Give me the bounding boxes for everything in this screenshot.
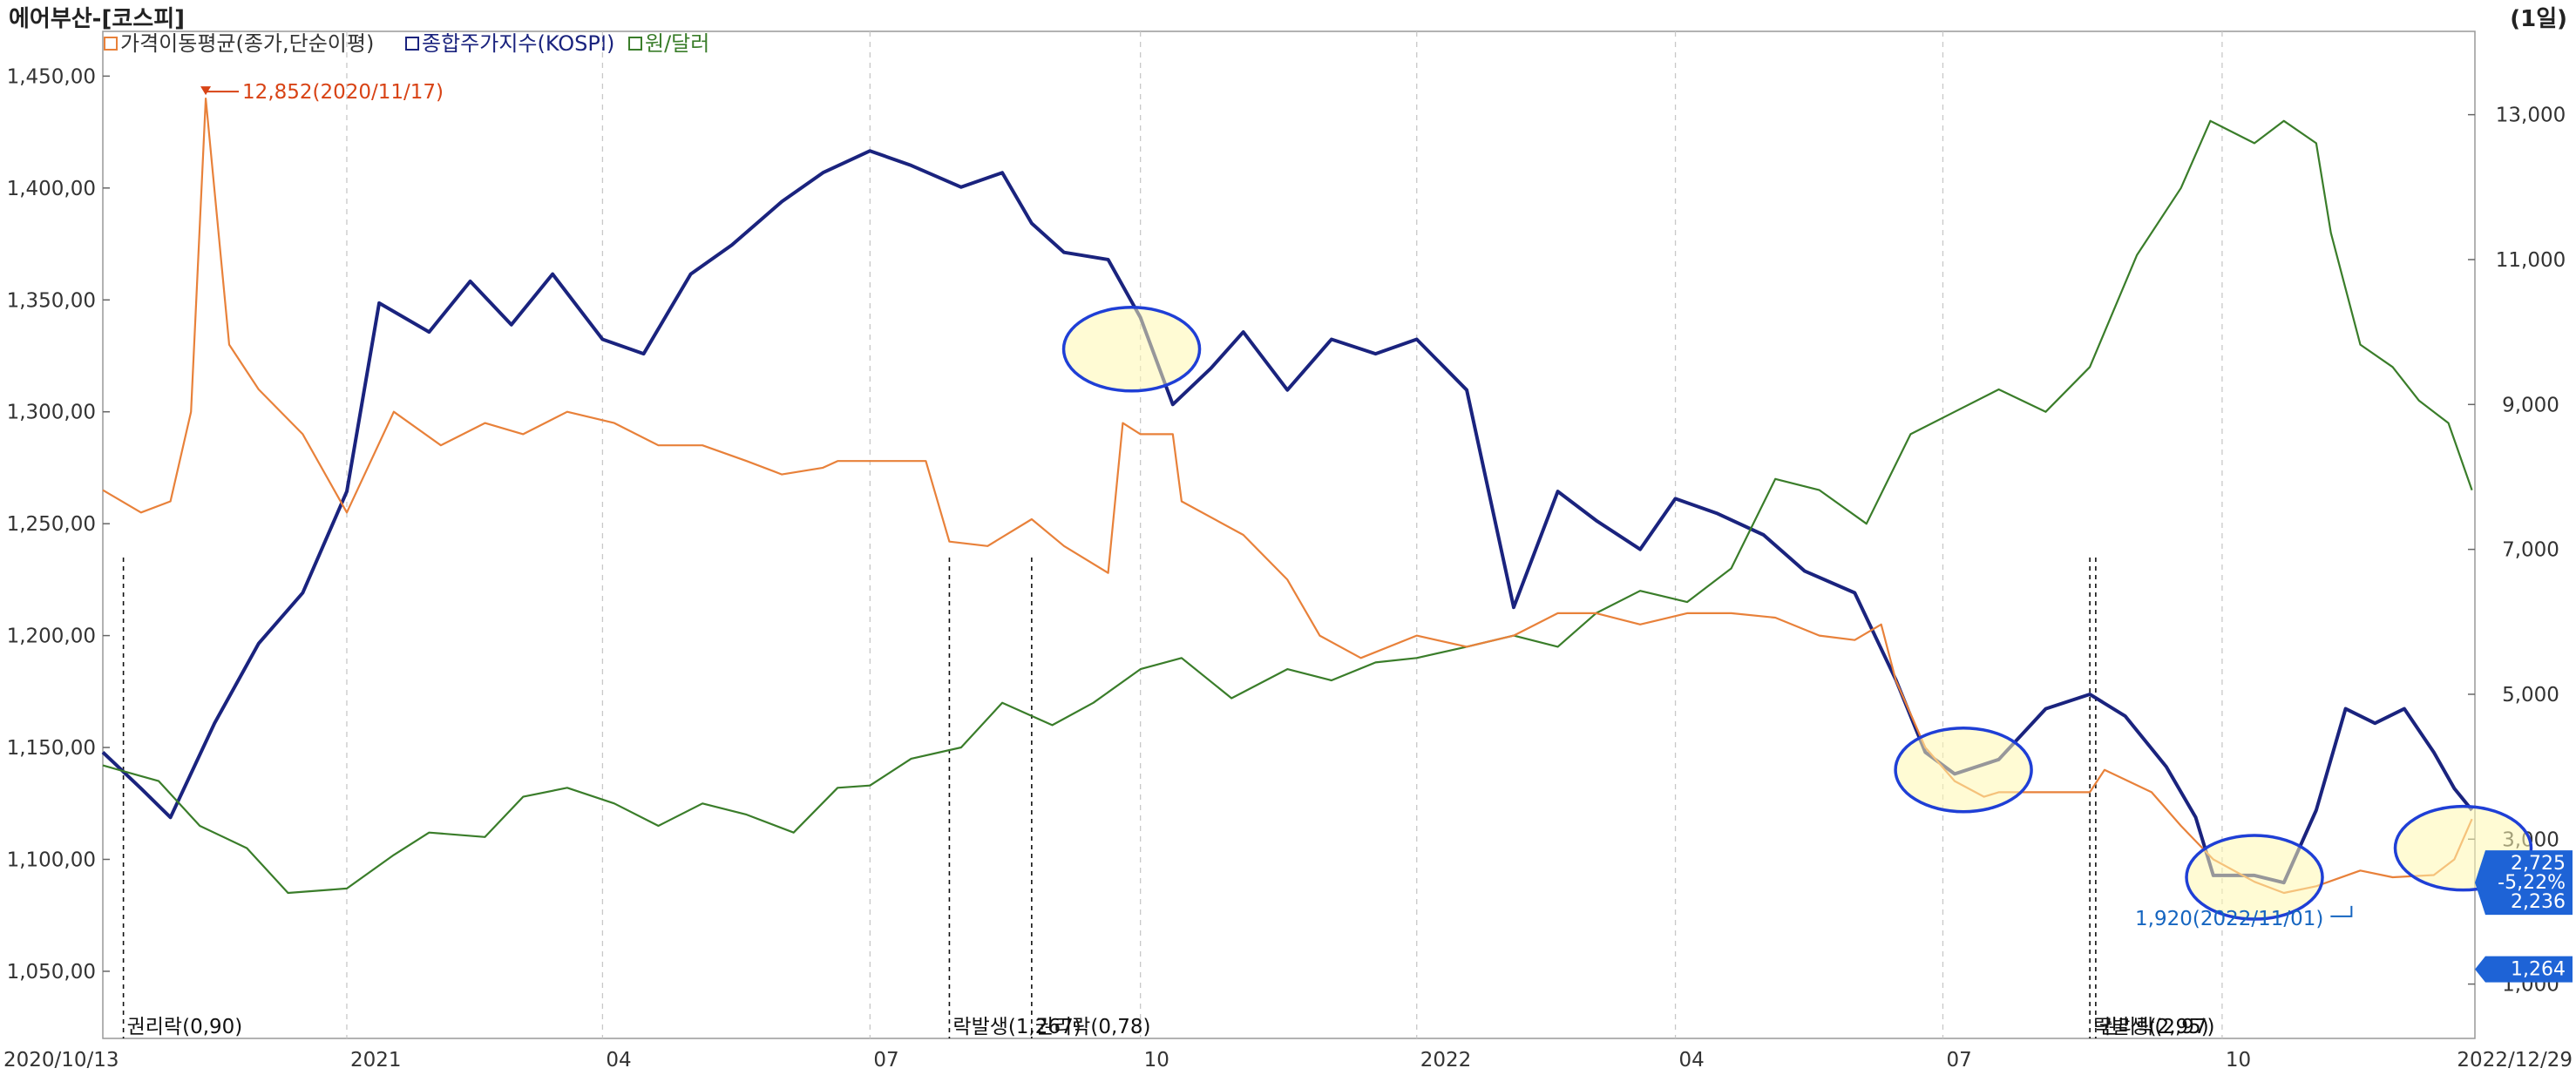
checkbox-icon[interactable] (405, 37, 419, 51)
value-badge-text: 2,236 (2511, 891, 2566, 913)
highlight-ellipse (1061, 306, 1202, 393)
x-tick-label: 07 (873, 1049, 898, 1072)
high-price-label: 12,852(2020/11/17) (242, 81, 444, 104)
left-tick-label: 1,250,00 (7, 513, 96, 536)
legend: 가격이동평균(종가,단순이평) 종합주가지수(KOSPI) 원/달러 (104, 31, 709, 56)
event-label: 권리락(2,97) (2099, 1016, 2215, 1038)
x-tick-label: 2022 (1420, 1049, 1472, 1072)
series-lines (101, 97, 2474, 895)
legend-label-kospi: 종합주가지수(KOSPI) (422, 31, 614, 56)
left-tick-label: 1,150,00 (7, 737, 96, 760)
legend-label-usdkrw: 원/달러 (645, 31, 709, 56)
event-label: 권리락(0,78) (1035, 1016, 1151, 1038)
chart-title: 에어부산-[코스피] (9, 6, 185, 32)
x-tick-label: 10 (1144, 1049, 1169, 1072)
value-badge (2475, 850, 2573, 916)
left-tick-label: 1,400,00 (7, 178, 96, 200)
x-tick-label: 2021 (350, 1049, 402, 1072)
period-label: (1일) (2510, 6, 2567, 32)
x-tick-label: 07 (1946, 1049, 1971, 1072)
value-badges: 2,725-5,22%2,236 1,264 (2475, 850, 2573, 983)
value-badge-text: 2,725 (2511, 853, 2566, 875)
price-annotations: 12,852(2020/11/17) 1,920(2022/11/01) (200, 81, 2353, 930)
right-tick-label: 13,000 (2496, 105, 2566, 127)
left-tick-label: 1,350,00 (7, 289, 96, 312)
legend-label-moving-average: 가격이동평균(종가,단순이평) (120, 31, 374, 56)
legend-item-moving-average[interactable]: 가격이동평균(종가,단순이평) (104, 31, 374, 56)
high-arrow-icon (200, 86, 212, 96)
series-line (102, 119, 2473, 895)
left-axis: 1,050,00 1,100,00 1,150,00 1,200,00 1,250,00… (7, 65, 110, 984)
value-badge (2475, 956, 2573, 983)
left-tick-label: 1,100,00 (7, 849, 96, 871)
left-tick-label: 1,050,00 (7, 961, 96, 984)
checkbox-icon[interactable] (628, 37, 642, 51)
event-label: 락발생(1,267) (952, 1016, 1081, 1038)
plot-frame (102, 30, 2476, 1039)
left-tick-label: 1,200,00 (7, 625, 96, 648)
x-axis: 2020/10/13 2021 04 07 10 2022 04 07 10 2022/12/29 (3, 1049, 2573, 1072)
low-marker-line (2330, 905, 2353, 917)
right-tick-label: 5,000 (2502, 684, 2559, 707)
right-tick-label: 11,000 (2496, 249, 2566, 272)
left-tick-label: 1,300,00 (7, 402, 96, 424)
x-tick-label: 04 (606, 1049, 631, 1072)
highlight-ellipse (1894, 726, 2033, 814)
x-tick-label: 10 (2226, 1049, 2251, 1072)
left-tick-label: 1,450,00 (7, 65, 96, 88)
legend-item-usdkrw[interactable]: 원/달러 (628, 31, 709, 56)
event-markers: 권리락(0,90) 락발생(1,267)권리락(0,78) 락발생(2,95)권리락… (122, 558, 2215, 1038)
series-line (102, 97, 2473, 895)
grid (346, 31, 2223, 1038)
legend-item-kospi[interactable]: 종합주가지수(KOSPI) (405, 31, 614, 56)
highlight-ellipses (1061, 306, 2533, 921)
event-label: 권리락(0,90) (127, 1016, 243, 1038)
value-badge-text: -5,22% (2498, 872, 2566, 894)
x-tick-label: 2020/10/13 (3, 1049, 119, 1072)
x-tick-label: 04 (1679, 1049, 1705, 1072)
series-line (101, 149, 2474, 885)
event-label: 락발생(2,95) (2093, 1016, 2209, 1038)
value-badge-text: 1,264 (2511, 959, 2566, 981)
checkbox-icon[interactable] (104, 37, 118, 51)
x-tick-label: 2022/12/29 (2457, 1049, 2573, 1072)
highlight-ellipse (2185, 834, 2324, 921)
low-price-label: 1,920(2022/11/01) (2135, 908, 2323, 930)
right-tick-label: 9,000 (2502, 394, 2559, 416)
right-tick-label: 7,000 (2502, 539, 2559, 562)
